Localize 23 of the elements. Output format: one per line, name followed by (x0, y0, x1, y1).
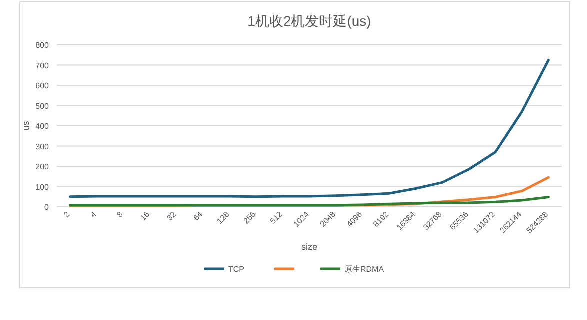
y-tick-label: 100 (36, 182, 50, 192)
y-tick-label: 0 (44, 203, 50, 212)
legend-label: 原生RDMA (344, 265, 385, 274)
y-tick-label: 500 (36, 102, 50, 111)
y-tick-label: 300 (36, 142, 50, 152)
y-tick-label: 600 (36, 82, 50, 90)
x-tick-label: 128 (215, 210, 232, 226)
x-tick-label: 64 (192, 210, 205, 223)
x-tick-label: 4 (88, 210, 99, 220)
y-axis-title: us (21, 120, 31, 131)
x-tick-label: 16 (138, 210, 152, 223)
x-tick-label: 8 (115, 210, 126, 220)
x-tick-label: 2 (62, 210, 72, 220)
x-tick-label: 256 (242, 210, 258, 226)
title: 1机收2机发时延(us) (248, 13, 372, 29)
y-tick-label: 700 (36, 61, 50, 70)
y-tick-label: 200 (36, 162, 50, 172)
x-tick-label: 512 (268, 210, 285, 226)
x-axis-title: size (301, 242, 318, 252)
y-tick-label: 400 (36, 122, 50, 131)
legend-label: TCP (228, 265, 244, 274)
y-tick-label: 800 (36, 41, 50, 50)
x-tick-label: 32 (165, 210, 178, 223)
